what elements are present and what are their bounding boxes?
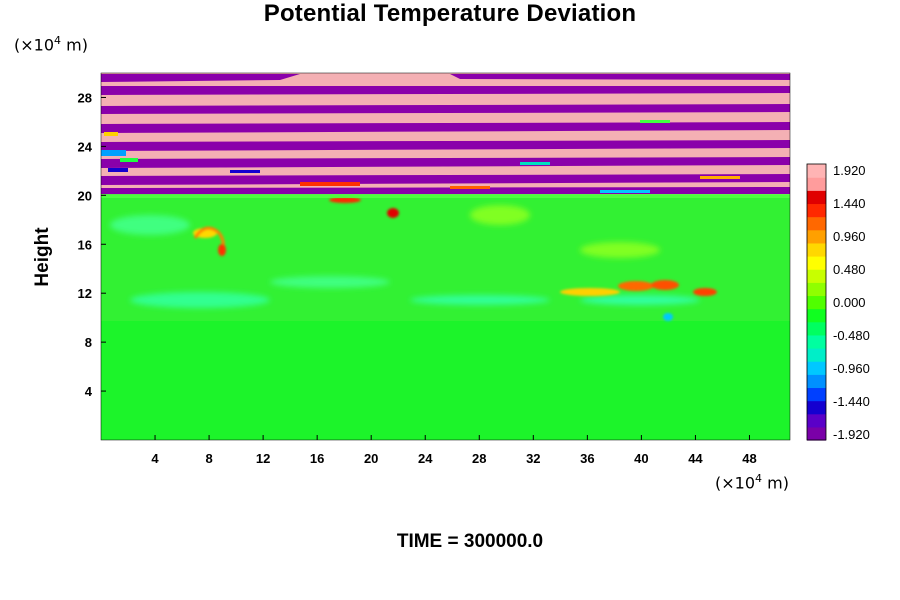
x-axis-unit: (×104 m) (715, 472, 789, 493)
colorbar-swatch (807, 282, 826, 297)
chart-title: Potential Temperature Deviation (263, 0, 637, 27)
colorbar (806, 163, 827, 441)
x-tick-label: 24 (418, 451, 433, 466)
colorbar-swatch (807, 348, 826, 362)
warm-features (193, 197, 717, 321)
upper-band (101, 73, 790, 195)
colorbar-swatch (807, 295, 826, 310)
x-tick-label: 32 (526, 451, 540, 466)
y-tick-label: 4 (85, 384, 93, 399)
colorbar-tick-label: -1.920 (833, 427, 870, 442)
cool-patches (110, 205, 700, 308)
x-tick-label: 8 (205, 451, 212, 466)
y-tick-label: 20 (78, 188, 92, 203)
colorbar-frame (806, 163, 827, 441)
x-tick-label: 48 (742, 451, 756, 466)
y-tick-label: 16 (78, 237, 92, 252)
colorbar-swatch (807, 400, 826, 415)
colorbar-swatch (807, 256, 826, 270)
time-label: TIME = 300000.0 (396, 531, 544, 552)
colorbar-swatch (807, 308, 826, 323)
x-axis-ticks: 4 8 12 16 20 24 28 32 36 40 44 48 (151, 435, 757, 466)
colorbar-swatch (807, 229, 826, 244)
x-tick-label: 44 (688, 451, 703, 466)
colorbar-swatch (807, 387, 826, 402)
y-tick-label: 12 (78, 286, 92, 301)
colorbar-swatch (807, 413, 826, 428)
colorbar-swatch (807, 334, 826, 349)
colorbar-tick-label: 0.480 (833, 262, 866, 277)
y-tick-label: 8 (85, 335, 92, 350)
colorbar-swatch (807, 361, 826, 375)
colorbar-swatch (807, 269, 826, 283)
colorbar-swatch (807, 321, 826, 336)
x-tick-label: 40 (634, 451, 648, 466)
y-axis-unit: (×104 m) (14, 34, 88, 55)
colorbar-swatch (807, 177, 826, 191)
colorbar-tick-label: -0.960 (833, 361, 870, 376)
colorbar-swatch (807, 242, 826, 257)
colorbar-swatch (807, 374, 826, 389)
y-tick-label: 28 (78, 90, 92, 105)
colorbar-tick-label: 1.440 (833, 196, 866, 211)
y-axis-ticks: 4 8 12 16 20 24 28 (78, 90, 106, 399)
x-tick-label: 20 (364, 451, 378, 466)
x-tick-label: 28 (472, 451, 486, 466)
x-tick-label: 36 (580, 451, 594, 466)
colorbar-tick-label: 0.000 (833, 295, 866, 310)
colorbar-tick-label: -1.440 (833, 394, 870, 409)
colorbar-swatch (807, 216, 826, 231)
plot-frame (100, 72, 791, 441)
colorbar-tick-label: -0.480 (833, 328, 870, 343)
colorbar-swatch (807, 426, 826, 441)
x-tick-label: 4 (151, 451, 159, 466)
colorbar-ticks: 1.920 1.440 0.960 0.480 0.000 -0.480 -0.960 -1.… (833, 163, 870, 442)
colorbar-tick-label: 1.920 (833, 163, 866, 178)
y-tick-label: 24 (78, 139, 93, 154)
x-tick-label: 12 (256, 451, 270, 466)
colorbar-swatch (807, 190, 826, 205)
colorbar-swatch (807, 203, 826, 218)
x-tick-label: 16 (310, 451, 324, 466)
colorbar-tick-label: 0.960 (833, 229, 866, 244)
heatmap-field (101, 73, 790, 440)
colorbar-swatch (807, 164, 826, 178)
